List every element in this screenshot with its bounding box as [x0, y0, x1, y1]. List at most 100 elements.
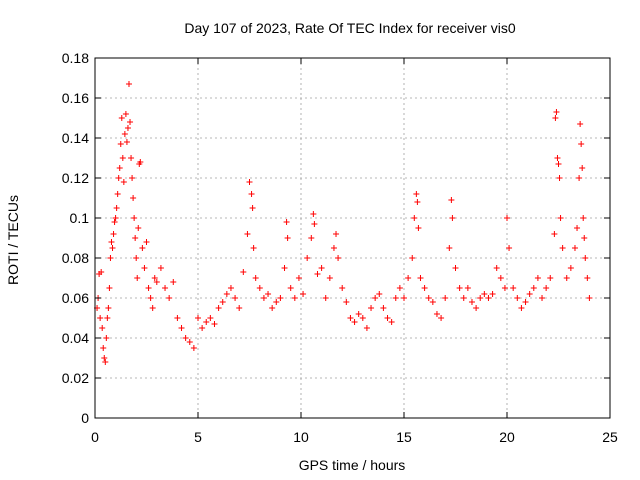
data-point — [429, 299, 436, 305]
y-tick-label: 0.16 — [62, 90, 89, 106]
y-tick-label: 0.02 — [62, 370, 89, 386]
data-point — [411, 215, 418, 221]
data-point — [551, 231, 558, 237]
data-point — [139, 245, 146, 251]
data-point — [97, 315, 104, 321]
y-tick-label: 0.08 — [62, 250, 89, 266]
data-point — [111, 219, 118, 225]
data-point — [579, 165, 586, 171]
data-point — [287, 285, 294, 291]
x-tick-label: 0 — [91, 429, 99, 445]
data-point — [448, 197, 455, 203]
data-point — [162, 285, 169, 291]
data-point — [576, 175, 583, 181]
data-point — [380, 305, 387, 311]
data-point — [392, 295, 399, 301]
data-point — [534, 275, 541, 281]
data-point — [134, 275, 141, 281]
data-point — [132, 235, 139, 241]
data-point — [326, 275, 333, 281]
data-point — [580, 215, 587, 221]
data-point — [401, 295, 407, 301]
y-tick-label: 0.1 — [70, 210, 90, 226]
y-tick-labels: 0 0.02 0.04 0.06 0.08 0.1 0.12 0.14 0.16 0.18 — [62, 50, 89, 426]
data-point — [452, 265, 459, 271]
data-point — [129, 175, 136, 181]
data-point — [133, 255, 140, 261]
data-point — [147, 295, 154, 301]
data-point — [384, 315, 391, 321]
data-point — [260, 295, 267, 301]
data-point — [433, 311, 440, 317]
data-point — [497, 275, 504, 281]
data-point — [526, 291, 533, 297]
data-point — [514, 295, 521, 301]
data-point — [178, 325, 185, 331]
data-point — [99, 325, 106, 331]
data-point — [530, 285, 537, 291]
data-point — [339, 285, 346, 291]
data-point — [405, 275, 412, 281]
data-point — [446, 245, 453, 251]
plot-frame — [94, 57, 611, 419]
data-point — [105, 305, 112, 311]
data-point — [108, 239, 115, 245]
data-point — [236, 305, 243, 311]
data-point — [351, 319, 358, 325]
data-point — [116, 165, 123, 171]
data-point — [577, 121, 584, 127]
data-point — [522, 299, 529, 305]
data-point — [98, 269, 105, 275]
data-point — [100, 345, 107, 351]
data-point — [489, 291, 496, 297]
data-point — [493, 265, 500, 271]
data-point — [112, 215, 119, 221]
data-point — [190, 345, 197, 351]
data-point — [414, 199, 421, 205]
data-point — [135, 225, 142, 231]
data-point — [207, 315, 214, 321]
data-point — [456, 285, 463, 291]
data-point — [554, 155, 561, 161]
data-point — [106, 285, 113, 291]
data-point — [117, 141, 124, 147]
data-point — [199, 325, 206, 331]
data-point — [273, 299, 280, 305]
data-point — [372, 295, 379, 301]
data-point — [359, 315, 366, 321]
data-points — [94, 81, 593, 365]
data-point — [442, 295, 449, 301]
data-point — [269, 305, 276, 311]
data-point — [123, 139, 130, 145]
data-point — [284, 235, 291, 241]
data-point — [555, 161, 562, 167]
y-tick-label: 0.12 — [62, 170, 89, 186]
data-point — [308, 235, 315, 241]
data-point — [581, 235, 588, 241]
x-tick-label: 5 — [194, 429, 202, 445]
data-point — [256, 285, 263, 291]
data-point — [460, 295, 467, 301]
data-point — [153, 279, 160, 285]
data-point — [409, 255, 416, 261]
data-point — [578, 141, 585, 147]
data-point — [203, 319, 210, 325]
data-point — [421, 285, 428, 291]
data-point — [170, 279, 177, 285]
data-point — [553, 109, 560, 115]
data-point — [415, 225, 422, 231]
data-point — [244, 231, 251, 237]
grid — [95, 58, 610, 418]
data-point — [101, 355, 108, 361]
data-point — [468, 299, 475, 305]
data-point — [137, 159, 144, 165]
data-point — [223, 291, 230, 297]
y-tick-label: 0.04 — [62, 330, 89, 346]
data-point — [174, 315, 181, 321]
data-point — [567, 265, 574, 271]
data-point — [425, 295, 432, 301]
data-point — [113, 205, 120, 211]
data-point — [141, 265, 148, 271]
data-point — [283, 219, 290, 225]
data-point — [131, 215, 138, 221]
